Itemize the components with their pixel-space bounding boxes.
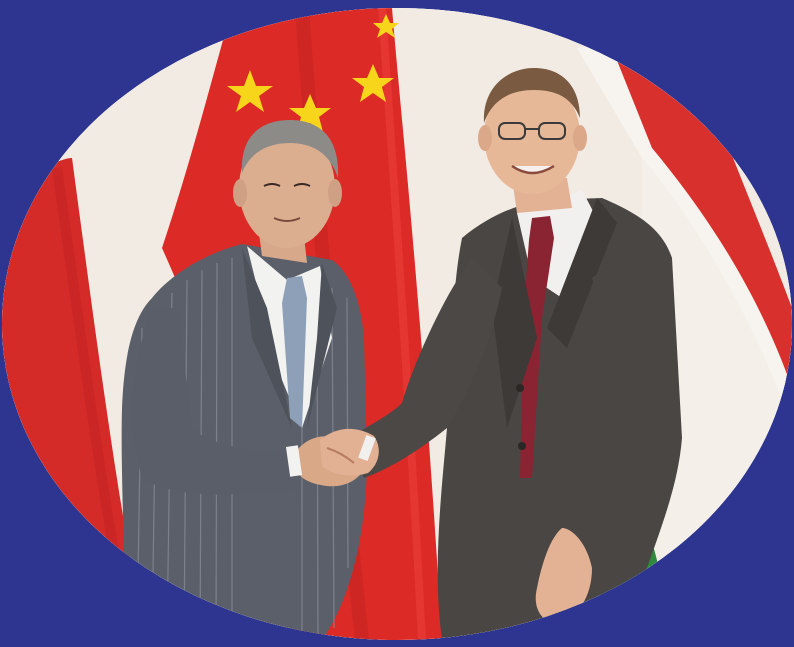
oval-photo-crop [2,8,792,640]
glasses-icon [498,122,566,140]
handshake-photo [2,8,792,640]
person-right [352,68,682,640]
flag-star-2 [289,94,331,132]
china-flag-left [2,158,132,640]
flag-star-1 [227,70,273,112]
flag-star-4 [373,14,399,38]
flag-star-3 [352,64,394,102]
handshake [285,428,379,487]
